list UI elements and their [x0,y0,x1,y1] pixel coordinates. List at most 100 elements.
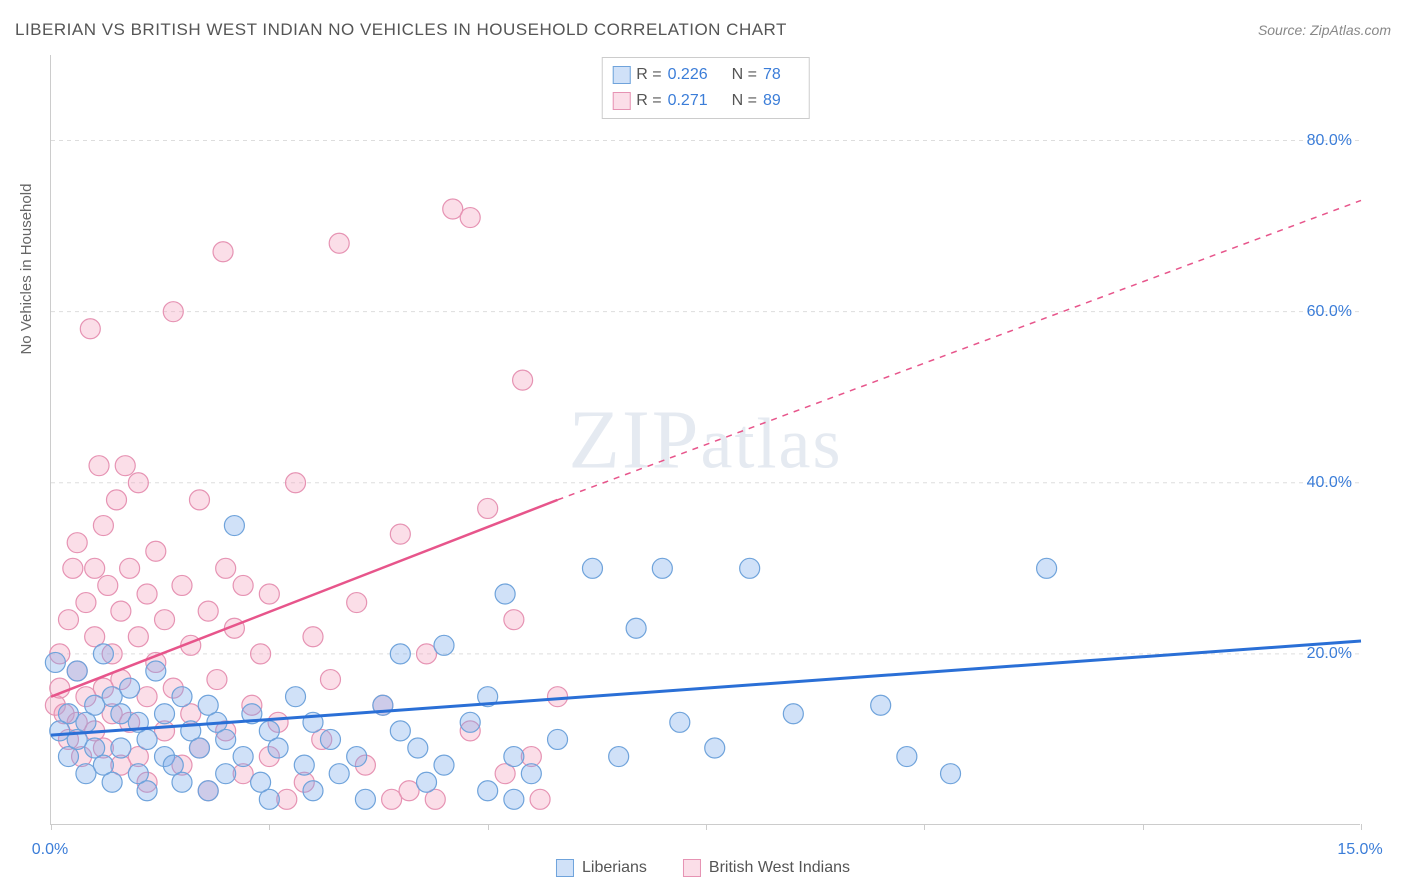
legend-swatch-2 [683,859,701,877]
data-point [871,695,891,715]
data-point [111,601,131,621]
data-point [216,764,236,784]
data-point [434,755,454,775]
swatch-series1 [612,66,630,84]
y-tick-label: 80.0% [1307,132,1352,150]
data-point [626,618,646,638]
data-point [102,772,122,792]
stat-r-label: R = [636,62,661,88]
x-tick [269,824,270,830]
data-point [93,644,113,664]
data-point [216,729,236,749]
data-point [233,747,253,767]
data-point [941,764,961,784]
data-point [460,712,480,732]
data-point [303,781,323,801]
x-tick-label: 15.0% [1337,841,1382,859]
plot-area: ZIPatlas R = 0.226 N = 78 R = 0.271 N = … [50,55,1360,825]
data-point [390,644,410,664]
data-point [504,789,524,809]
stat-r-val-1: 0.226 [668,62,708,88]
data-point [548,687,568,707]
x-tick [924,824,925,830]
data-point [189,738,209,758]
data-point [80,319,100,339]
stats-row-series2: R = 0.271 N = 89 [612,88,799,114]
data-point [504,610,524,630]
data-point [146,541,166,561]
stat-n-label: N = [732,62,757,88]
data-point [63,558,83,578]
data-point [115,456,135,476]
x-tick [1143,824,1144,830]
data-point [172,772,192,792]
data-point [172,687,192,707]
data-point [58,610,78,630]
data-point [320,670,340,690]
data-point [163,302,183,322]
stat-r-label: R = [636,88,661,114]
x-tick [1361,824,1362,830]
stat-r-val-2: 0.271 [668,88,708,114]
legend-item-series1: Liberians [556,859,647,877]
data-point [67,533,87,553]
data-point [89,456,109,476]
data-point [155,704,175,724]
data-point [609,747,629,767]
data-point [434,635,454,655]
data-point [85,558,105,578]
data-point [329,764,349,784]
title-bar: LIBERIAN VS BRITISH WEST INDIAN NO VEHIC… [15,20,1391,40]
data-point [213,242,233,262]
data-point [137,729,157,749]
data-point [128,627,148,647]
data-point [259,789,279,809]
data-point [382,789,402,809]
data-point [347,747,367,767]
data-point [45,652,65,672]
stat-n-label: N = [732,88,757,114]
data-point [390,721,410,741]
data-point [478,498,498,518]
data-point [172,575,192,595]
data-point [224,516,244,536]
stats-box: R = 0.226 N = 78 R = 0.271 N = 89 [601,57,810,119]
data-point [705,738,725,758]
data-point [137,781,157,801]
y-tick-label: 40.0% [1307,474,1352,492]
data-point [137,584,157,604]
data-point [1037,558,1057,578]
source-attribution: Source: ZipAtlas.com [1258,22,1391,38]
y-tick-label: 20.0% [1307,645,1352,663]
trend-line [51,500,558,697]
data-point [268,738,288,758]
data-point [548,729,568,749]
data-point [286,687,306,707]
x-tick-label: 0.0% [32,841,68,859]
data-point [530,789,550,809]
stat-n-val-2: 89 [763,88,781,114]
data-point [478,781,498,801]
data-point [408,738,428,758]
data-point [582,558,602,578]
data-point [76,593,96,613]
data-point [303,627,323,647]
data-point [347,593,367,613]
x-tick [488,824,489,830]
data-point [146,661,166,681]
swatch-series2 [612,92,630,110]
legend-label-2: British West Indians [709,859,850,877]
data-point [98,575,118,595]
data-point [355,789,375,809]
trend-line-dashed [558,200,1361,499]
legend-bottom: Liberians British West Indians [556,859,850,877]
data-point [128,473,148,493]
data-point [155,610,175,630]
data-point [740,558,760,578]
data-point [521,764,541,784]
y-tick-label: 60.0% [1307,303,1352,321]
data-point [107,490,127,510]
data-point [320,729,340,749]
data-point [294,755,314,775]
data-point [189,490,209,510]
